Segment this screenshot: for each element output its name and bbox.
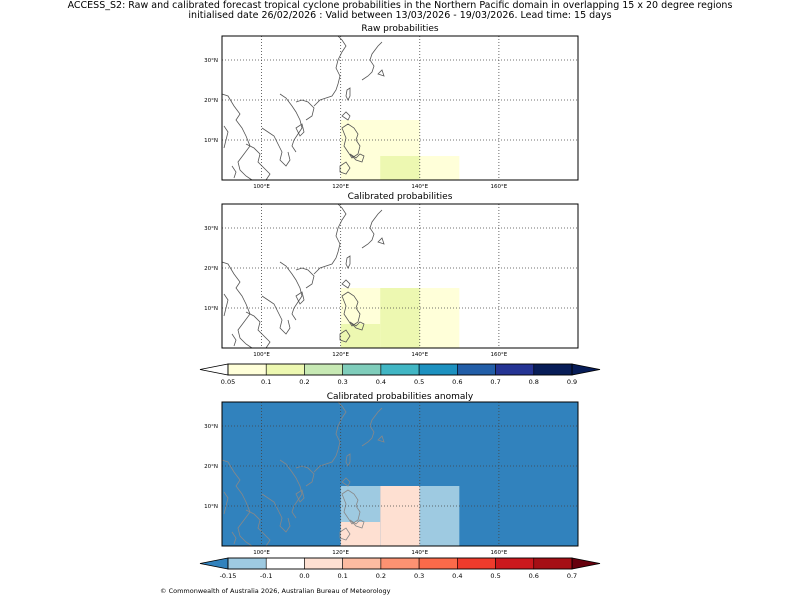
probability-colorbar-swatch [342,363,382,376]
anomaly-probability-region [340,486,381,522]
anomaly-colorbar-label: 0.3 [414,572,424,580]
raw-lon-tick-label: 140°E [411,184,428,190]
anomaly-probability-region [380,486,420,546]
raw-lon-tick-label: 160°E [491,184,508,190]
probability-colorbar-label: 0.2 [299,378,309,386]
calibrated-lat-tick-label: 20°N [204,266,218,272]
calibrated-probability-region [340,324,381,348]
anomaly-colorbar-label: 0.5 [490,572,500,580]
anomaly-colorbar-swatch [457,557,496,570]
raw-map-frame [221,35,579,181]
calibrated-panel-title: Calibrated probabilities [347,192,453,202]
anomaly-colorbar-label: 0.2 [376,572,386,580]
probability-colorbar-frame [227,363,573,376]
anomaly-colorbar-label: 0.1 [337,572,347,580]
probability-colorbar: 0.05 0.1 0.2 0.3 0.4 0.5 0.6 0.7 0.8 0.9 [199,363,601,386]
anomaly-lat-tick-label: 20°N [204,464,218,470]
anomaly-colorbar-swatch [304,557,343,570]
raw-probability-region [380,156,420,180]
probability-colorbar-swatch [227,363,267,376]
anomaly-lon-tick-label: 140°E [411,550,428,556]
probability-colorbar-swatch [418,363,458,376]
anomaly-probability-region [419,486,460,546]
anomaly-probability-region [340,522,381,546]
anomaly-colorbar-swatch [265,557,305,570]
calibrated-lon-tick-label: 140°E [411,352,428,358]
calibrated-map: 100°E 120°E 140°E 160°E 10°N 20°N 30°N [204,203,579,358]
raw-lon-tick-label: 120°E [332,184,349,190]
raw-lat-tick-label: 30°N [204,58,218,64]
anomaly-colorbar-swatch [533,557,573,570]
copyright-footer: © Commonwealth of Australia 2026, Austra… [160,587,391,595]
raw-map: 100°E 120°E 140°E 160°E 10°N 20°N 30°N [204,35,579,190]
anomaly-lon-tick-label: 120°E [332,550,349,556]
anomaly-colorbar-swatch [342,557,382,570]
probability-colorbar-label: 0.3 [337,378,347,386]
anomaly-colorbar-label: -0.1 [260,572,273,580]
probability-colorbar-swatch [495,363,535,376]
raw-lon-tick-label: 100°E [253,184,270,190]
probability-colorbar-swatch [533,363,573,376]
calibrated-map-frame [221,203,579,349]
probability-colorbar-swatch [380,363,420,376]
figure-title-line2: initialised date 26/02/2026 : Valid betw… [188,10,612,21]
anomaly-colorbar-label: 0.0 [299,572,309,580]
calibrated-lat-tick-label: 10°N [204,306,218,312]
probability-colorbar-label: 0.1 [261,378,271,386]
anomaly-map: 100°E 120°E 140°E 160°E 10°N 20°N 30°N [204,401,579,556]
anomaly-map-frame [221,401,579,547]
anomaly-colorbar-swatch [380,557,420,570]
anomaly-colorbar: -0.15 -0.1 0.0 0.1 0.2 0.3 0.4 0.5 0.6 0.7 [199,557,601,580]
anomaly-colorbar-under-triangle [199,557,229,570]
anomaly-colorbar-label: 0.7 [567,572,577,580]
probability-colorbar-label: 0.9 [567,378,577,386]
probability-colorbar-label: 0.4 [376,378,386,386]
probability-colorbar-label: 0.7 [490,378,500,386]
anomaly-colorbar-swatch [227,557,267,570]
probability-colorbar-label: 0.6 [452,378,462,386]
calibrated-lon-tick-label: 100°E [253,352,270,358]
raw-lat-tick-label: 10°N [204,138,218,144]
calibrated-lon-tick-label: 120°E [332,352,349,358]
calibrated-probability-region [380,288,420,348]
anomaly-colorbar-over-triangle [571,557,601,570]
figure-title-line1: ACCESS_S2: Raw and calibrated forecast t… [67,0,733,11]
probability-colorbar-label: 0.05 [221,378,235,386]
probability-colorbar-label: 0.5 [414,378,424,386]
anomaly-colorbar-label: 0.4 [452,572,462,580]
anomaly-panel-title: Calibrated probabilities anomaly [326,392,474,402]
anomaly-lat-tick-label: 10°N [204,504,218,510]
anomaly-lon-tick-label: 100°E [253,550,270,556]
raw-panel-title: Raw probabilities [361,24,439,34]
probability-colorbar-over-triangle [571,363,601,376]
probability-colorbar-swatch [265,363,305,376]
probability-colorbar-under-triangle [199,363,229,376]
anomaly-lat-tick-label: 30°N [204,424,218,430]
raw-lat-tick-label: 20°N [204,98,218,104]
anomaly-colorbar-label: 0.6 [529,572,539,580]
probability-colorbar-label: 0.8 [529,378,539,386]
anomaly-colorbar-swatch [418,557,458,570]
anomaly-colorbar-swatch [495,557,535,570]
anomaly-colorbar-label: -0.15 [220,572,237,580]
calibrated-lat-tick-label: 30°N [204,226,218,232]
probability-colorbar-swatch [304,363,343,376]
anomaly-colorbar-frame [227,557,573,570]
calibrated-lon-tick-label: 160°E [491,352,508,358]
anomaly-lon-tick-label: 160°E [491,550,508,556]
probability-colorbar-swatch [457,363,496,376]
